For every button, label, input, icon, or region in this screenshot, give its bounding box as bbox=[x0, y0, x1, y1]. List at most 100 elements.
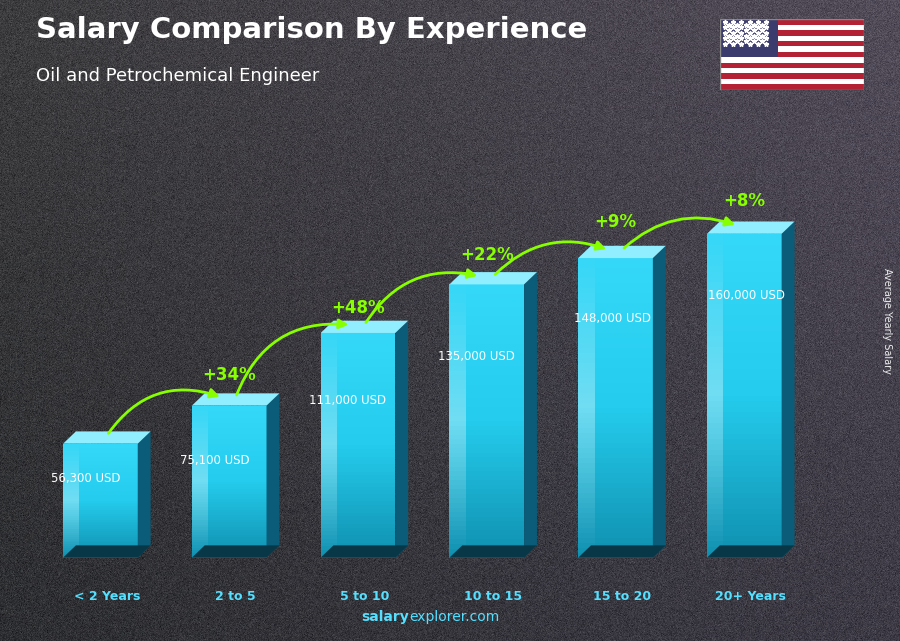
Polygon shape bbox=[320, 531, 337, 535]
Polygon shape bbox=[578, 463, 595, 468]
Polygon shape bbox=[63, 467, 138, 469]
Polygon shape bbox=[706, 498, 781, 504]
Polygon shape bbox=[320, 475, 395, 479]
Polygon shape bbox=[192, 421, 266, 424]
Polygon shape bbox=[320, 464, 337, 468]
Polygon shape bbox=[706, 417, 724, 422]
Polygon shape bbox=[706, 315, 724, 320]
Polygon shape bbox=[449, 344, 466, 348]
Polygon shape bbox=[578, 383, 652, 388]
Polygon shape bbox=[192, 481, 208, 484]
Polygon shape bbox=[320, 535, 337, 539]
Polygon shape bbox=[578, 483, 652, 488]
Polygon shape bbox=[192, 416, 208, 419]
Polygon shape bbox=[449, 298, 524, 303]
Polygon shape bbox=[63, 481, 138, 483]
Polygon shape bbox=[706, 553, 781, 558]
Polygon shape bbox=[192, 515, 266, 517]
Polygon shape bbox=[63, 469, 79, 470]
Polygon shape bbox=[63, 499, 79, 501]
Polygon shape bbox=[578, 398, 652, 403]
Polygon shape bbox=[320, 389, 395, 393]
Bar bbox=[720, 68, 864, 74]
Polygon shape bbox=[449, 458, 524, 462]
Polygon shape bbox=[192, 474, 208, 477]
Polygon shape bbox=[192, 451, 208, 454]
Polygon shape bbox=[320, 320, 409, 333]
Polygon shape bbox=[449, 553, 524, 558]
Polygon shape bbox=[706, 444, 781, 450]
Bar bbox=[720, 85, 864, 90]
Polygon shape bbox=[578, 428, 652, 433]
Polygon shape bbox=[449, 435, 524, 439]
Polygon shape bbox=[63, 480, 79, 481]
Polygon shape bbox=[578, 503, 595, 508]
Polygon shape bbox=[63, 531, 138, 533]
Polygon shape bbox=[63, 520, 138, 522]
Polygon shape bbox=[706, 369, 781, 374]
Polygon shape bbox=[320, 359, 395, 363]
Text: explorer.com: explorer.com bbox=[410, 610, 500, 624]
Polygon shape bbox=[578, 498, 652, 503]
Polygon shape bbox=[578, 493, 595, 498]
Polygon shape bbox=[706, 342, 724, 347]
Polygon shape bbox=[449, 330, 524, 335]
Bar bbox=[720, 57, 864, 63]
Polygon shape bbox=[706, 488, 781, 493]
Polygon shape bbox=[449, 312, 466, 316]
Polygon shape bbox=[578, 423, 595, 428]
Polygon shape bbox=[63, 447, 138, 449]
Polygon shape bbox=[578, 378, 595, 383]
Polygon shape bbox=[706, 331, 781, 337]
Polygon shape bbox=[320, 543, 395, 546]
Polygon shape bbox=[320, 438, 337, 442]
Polygon shape bbox=[578, 513, 652, 518]
Polygon shape bbox=[706, 283, 724, 288]
Polygon shape bbox=[192, 436, 266, 438]
Polygon shape bbox=[449, 339, 466, 344]
Polygon shape bbox=[192, 444, 266, 446]
Polygon shape bbox=[63, 489, 79, 491]
Polygon shape bbox=[524, 272, 537, 558]
Polygon shape bbox=[63, 535, 138, 537]
Polygon shape bbox=[192, 431, 208, 433]
Polygon shape bbox=[320, 456, 337, 460]
Polygon shape bbox=[63, 476, 79, 478]
Polygon shape bbox=[63, 514, 138, 516]
Polygon shape bbox=[192, 530, 208, 532]
Polygon shape bbox=[706, 395, 724, 401]
Polygon shape bbox=[449, 326, 466, 330]
Polygon shape bbox=[449, 321, 466, 326]
Polygon shape bbox=[449, 389, 466, 394]
Polygon shape bbox=[449, 517, 524, 521]
Polygon shape bbox=[449, 408, 524, 412]
Polygon shape bbox=[578, 393, 652, 398]
Bar bbox=[720, 41, 864, 46]
Polygon shape bbox=[578, 258, 652, 263]
Polygon shape bbox=[578, 283, 652, 288]
Polygon shape bbox=[63, 537, 79, 538]
Polygon shape bbox=[63, 444, 138, 445]
Text: 56,300 USD: 56,300 USD bbox=[51, 472, 121, 485]
Polygon shape bbox=[192, 431, 266, 433]
Polygon shape bbox=[320, 378, 395, 381]
Polygon shape bbox=[449, 412, 466, 417]
Polygon shape bbox=[63, 497, 138, 499]
Polygon shape bbox=[578, 483, 595, 488]
Polygon shape bbox=[449, 330, 466, 335]
Text: < 2 Years: < 2 Years bbox=[74, 590, 140, 603]
Polygon shape bbox=[706, 277, 781, 283]
Polygon shape bbox=[192, 507, 266, 510]
Polygon shape bbox=[192, 510, 208, 512]
Polygon shape bbox=[449, 521, 466, 526]
Polygon shape bbox=[706, 304, 781, 310]
Polygon shape bbox=[320, 401, 395, 404]
Polygon shape bbox=[449, 367, 524, 371]
Polygon shape bbox=[578, 418, 595, 423]
Text: 111,000 USD: 111,000 USD bbox=[309, 394, 386, 406]
Polygon shape bbox=[192, 406, 266, 408]
Polygon shape bbox=[578, 348, 652, 353]
Polygon shape bbox=[63, 478, 79, 480]
Polygon shape bbox=[320, 498, 395, 501]
Polygon shape bbox=[578, 522, 652, 528]
